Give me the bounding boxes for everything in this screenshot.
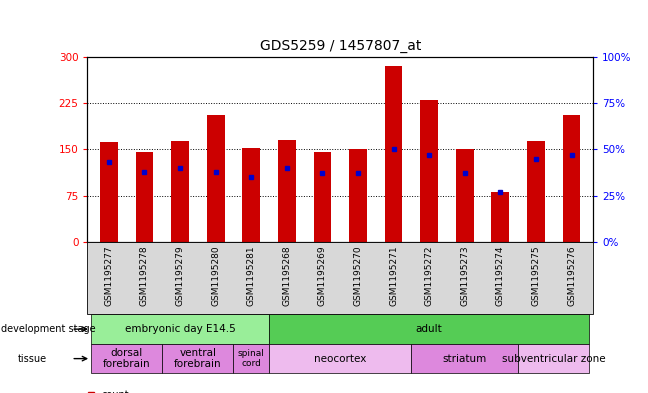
Text: GSM1195268: GSM1195268: [283, 245, 292, 306]
Text: spinal
cord: spinal cord: [238, 349, 264, 368]
Title: GDS5259 / 1457807_at: GDS5259 / 1457807_at: [259, 39, 421, 53]
Text: development stage: development stage: [1, 324, 95, 334]
Bar: [100, 142, 118, 242]
Text: GSM1195280: GSM1195280: [211, 245, 220, 306]
Text: tissue: tissue: [18, 354, 47, 364]
Bar: [491, 193, 509, 242]
Bar: [171, 141, 189, 242]
Text: GSM1195270: GSM1195270: [354, 245, 362, 306]
Bar: [562, 116, 581, 242]
Text: subventricular zone: subventricular zone: [502, 354, 606, 364]
Bar: [385, 66, 402, 242]
Text: GSM1195276: GSM1195276: [567, 245, 576, 306]
Text: GSM1195273: GSM1195273: [460, 245, 469, 306]
Bar: [314, 152, 331, 242]
Bar: [207, 116, 224, 242]
Bar: [527, 141, 545, 242]
Bar: [242, 148, 260, 242]
Bar: [421, 100, 438, 242]
Text: GSM1195269: GSM1195269: [318, 245, 327, 306]
Bar: [278, 140, 295, 242]
Text: adult: adult: [416, 324, 443, 334]
Text: neocortex: neocortex: [314, 354, 366, 364]
Bar: [349, 149, 367, 242]
Text: GSM1195272: GSM1195272: [424, 245, 434, 306]
Text: embryonic day E14.5: embryonic day E14.5: [124, 324, 235, 334]
Text: GSM1195277: GSM1195277: [104, 245, 113, 306]
Text: count: count: [102, 390, 130, 393]
Text: GSM1195271: GSM1195271: [389, 245, 398, 306]
Text: striatum: striatum: [443, 354, 487, 364]
Text: GSM1195275: GSM1195275: [531, 245, 540, 306]
Text: GSM1195279: GSM1195279: [176, 245, 185, 306]
Text: dorsal
forebrain: dorsal forebrain: [103, 348, 150, 369]
Text: GSM1195281: GSM1195281: [247, 245, 256, 306]
Bar: [135, 152, 154, 242]
Text: GSM1195278: GSM1195278: [140, 245, 149, 306]
Text: ventral
forebrain: ventral forebrain: [174, 348, 222, 369]
Bar: [456, 149, 474, 242]
Text: GSM1195274: GSM1195274: [496, 245, 505, 306]
